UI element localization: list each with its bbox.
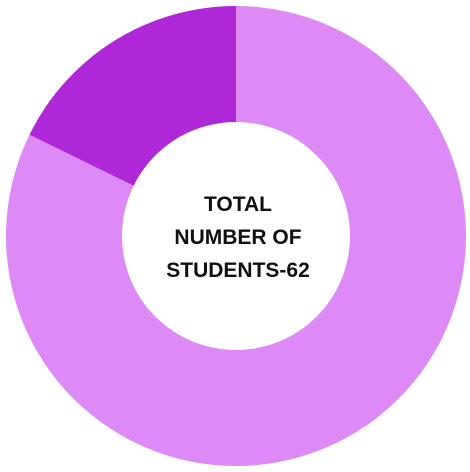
donut-hole (122, 122, 350, 350)
center-label-line-1: TOTAL (204, 193, 272, 216)
center-label-line-3: STUDENTS-62 (166, 259, 310, 282)
center-label-line-2: NUMBER OF (174, 226, 301, 249)
